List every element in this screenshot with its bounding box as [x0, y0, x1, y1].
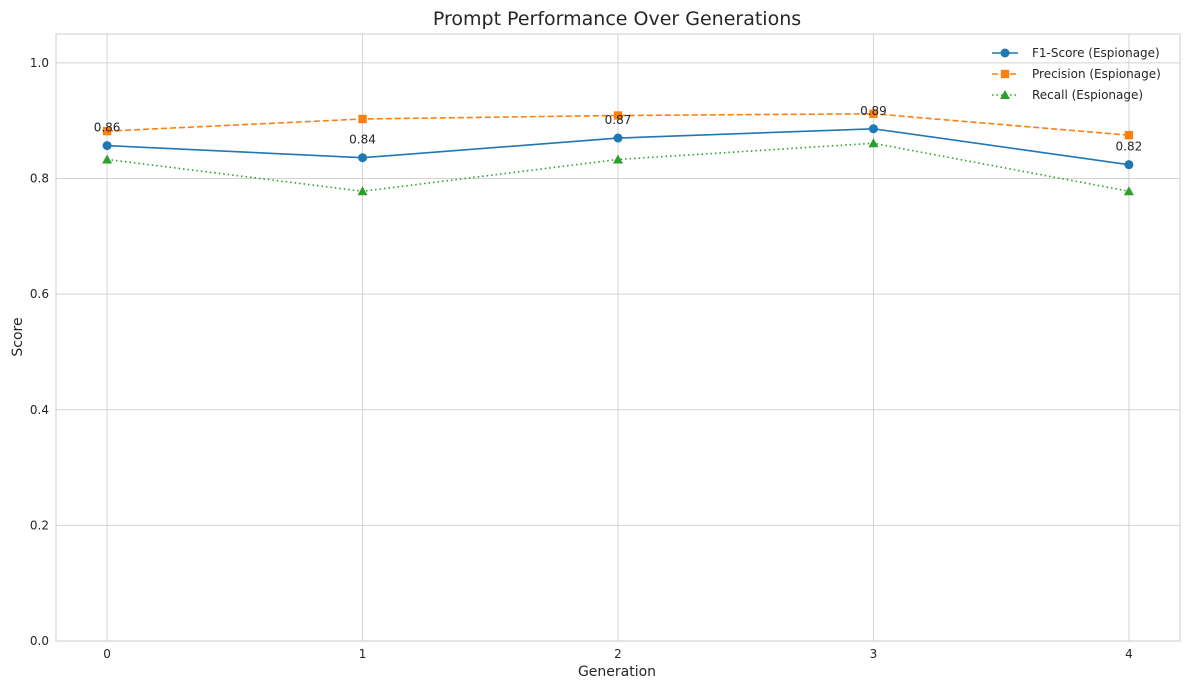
legend-entry: Precision (Espionage): [992, 67, 1161, 81]
series-triangle: [102, 138, 1134, 196]
data-point: [102, 154, 113, 164]
data-point: [1123, 186, 1134, 196]
legend-marker: [1000, 48, 1010, 58]
chart-title: Prompt Performance Over Generations: [433, 8, 801, 30]
data-point: [1124, 130, 1134, 140]
x-tick-label: 2: [614, 647, 622, 661]
y-tick-label: 0.8: [30, 172, 49, 186]
legend-marker: [1000, 90, 1010, 99]
data-point: [357, 186, 368, 196]
data-label: 0.87: [605, 113, 632, 127]
x-tick-label: 3: [870, 647, 878, 661]
x-tick-label: 1: [359, 647, 367, 661]
legend-entry: Recall (Espionage): [992, 88, 1143, 102]
y-tick-label: 1.0: [30, 56, 49, 70]
legend-entry: F1-Score (Espionage): [992, 46, 1160, 60]
y-tick-label: 0.6: [30, 287, 49, 301]
data-point: [868, 124, 878, 134]
y-tick-label: 0.0: [30, 634, 49, 648]
x-tick-label: 4: [1125, 647, 1133, 661]
tick-labels: 0 1 2 3 4 0.0 0.2 0.4 0.6 0.8 1.0: [30, 56, 1133, 661]
series-group: [102, 109, 1134, 196]
data-label: 0.84: [349, 133, 376, 147]
x-axis-label: Generation: [578, 664, 656, 680]
y-tick-label: 0.2: [30, 518, 49, 532]
data-point: [613, 133, 623, 143]
data-point: [1124, 160, 1134, 170]
legend: F1-Score (Espionage) Precision (Espionage…: [992, 46, 1161, 102]
legend-label: Precision (Espionage): [1032, 67, 1161, 81]
data-label: 0.86: [94, 121, 121, 135]
series-square: [102, 109, 1134, 140]
y-axis-label: Score: [10, 317, 26, 356]
data-point: [102, 141, 112, 151]
series-circle: [102, 124, 1134, 170]
data-point: [358, 153, 368, 163]
data-point: [868, 138, 879, 148]
data-point: [358, 114, 367, 124]
data-labels: 0.86 0.84 0.87 0.89 0.82: [94, 104, 1143, 154]
series-line: [106, 142, 1130, 193]
y-tick-label: 0.4: [30, 403, 49, 417]
data-label: 0.82: [1116, 140, 1143, 154]
legend-marker: [1000, 69, 1010, 79]
data-point: [613, 154, 623, 164]
data-point: [102, 126, 112, 136]
data-label: 0.89: [860, 104, 887, 118]
plot-frame: [55, 33, 1181, 642]
x-tick-label: 0: [103, 647, 111, 661]
data-point: [869, 109, 878, 118]
data-point: [613, 111, 623, 120]
legend-label: F1-Score (Espionage): [1032, 46, 1160, 60]
legend-label: Recall (Espionage): [1032, 88, 1143, 102]
